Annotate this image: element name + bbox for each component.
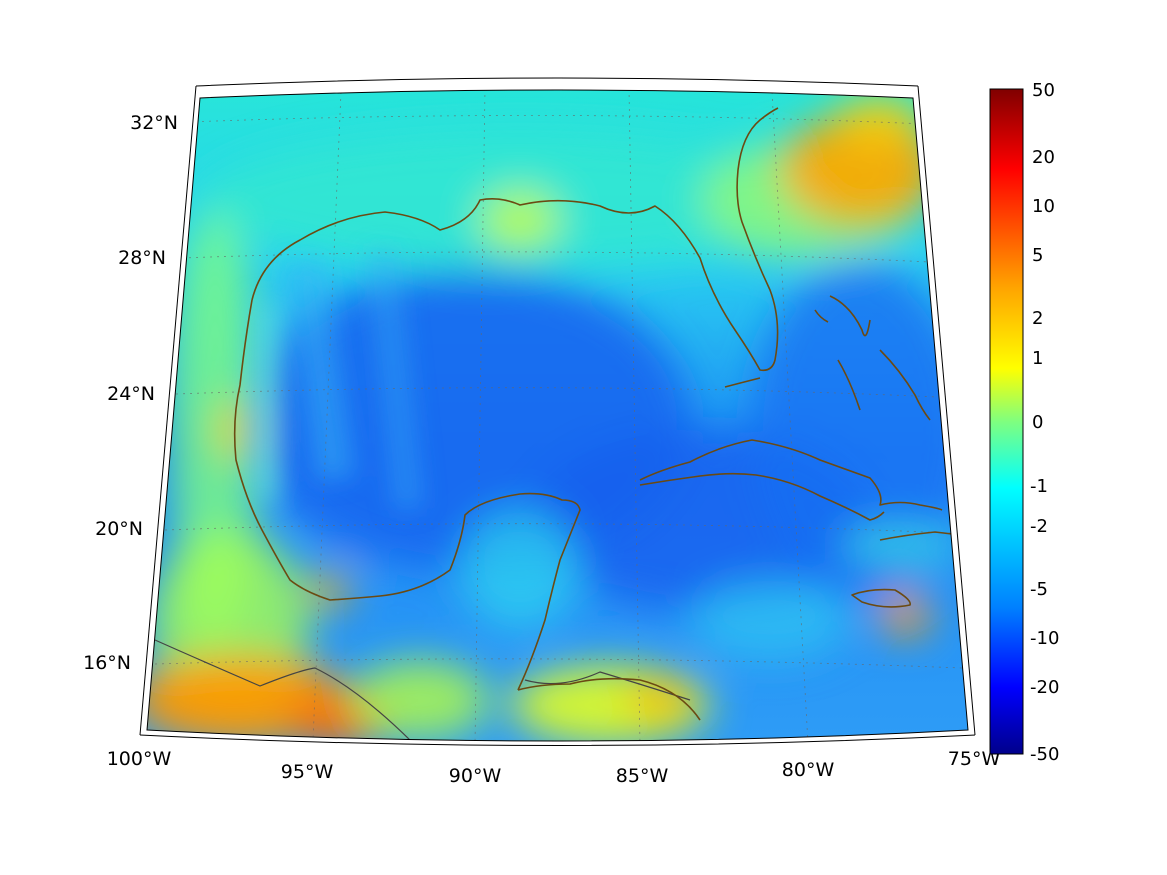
lat-label-32: 32°N [130,112,178,134]
colorbar-tick-10: 10 [1032,196,1055,217]
graticule [154,90,963,741]
colorbar: 50 20 10 5 2 1 0 -1 -2 -5 -10 -20 -50 [989,80,1059,765]
lat-label-28: 28°N [118,247,166,269]
coastlines [233,107,953,721]
colorbar-tick-neg20: -20 [1030,677,1059,698]
colorbar-ramp [989,88,1024,755]
colorbar-tick-neg1: -1 [1030,476,1048,497]
map-frame [146,89,969,742]
lon-label-75: 75°W [948,748,1001,770]
lon-label-85: 85°W [616,765,669,787]
data-field [147,90,968,741]
lat-axis: 32°N 28°N 24°N 20°N 16°N [83,112,178,674]
colorbar-tick-0: 0 [1032,412,1043,433]
lon-axis: 100°W 95°W 90°W 85°W 80°W 75°W [107,748,1001,787]
colorbar-tick-1: 1 [1032,348,1043,369]
colorbar-tick-neg10: -10 [1030,628,1059,649]
colorbar-tick-5: 5 [1032,245,1043,266]
colorbar-tick-neg5: -5 [1030,579,1048,600]
lon-label-90: 90°W [449,765,502,787]
colorbar-tick-50: 50 [1032,80,1055,101]
lon-label-100: 100°W [107,748,172,770]
colorbar-tick-neg50: -50 [1030,744,1059,765]
colorbar-tick-2: 2 [1032,308,1043,329]
colorbar-tick-20: 20 [1032,147,1055,168]
colorbar-ticks: 50 20 10 5 2 1 0 -1 -2 -5 -10 -20 -50 [1030,80,1059,765]
lat-label-24: 24°N [107,383,155,405]
lon-label-80: 80°W [782,759,835,781]
lat-label-20: 20°N [95,518,143,540]
lon-label-95: 95°W [281,761,334,783]
lat-label-16: 16°N [83,652,131,674]
colorbar-tick-neg2: -2 [1030,516,1048,537]
political-borders [154,639,691,741]
